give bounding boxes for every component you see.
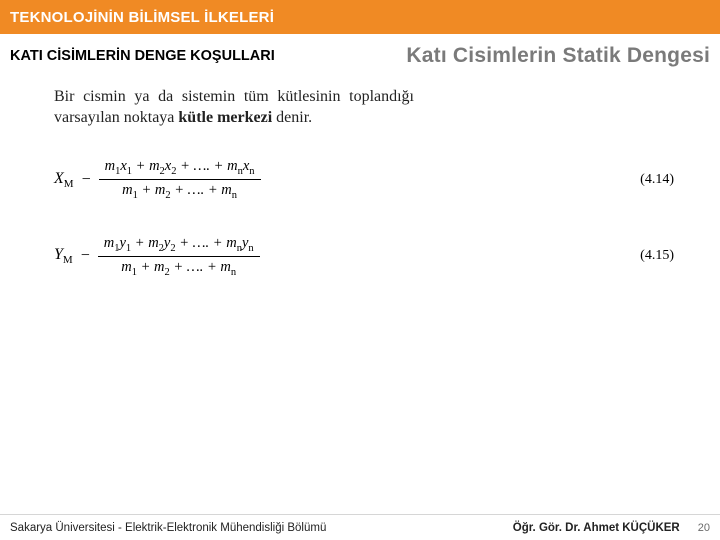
equation-ym-lhs: YM (54, 246, 79, 266)
equation-xm: XM − m1x1 + m2x2 + …. + mnxn m1 + m2 + …… (54, 156, 674, 203)
subheader-right: Katı Cisimlerin Statik Dengesi (406, 44, 710, 68)
header-bar: TEKNOLOJİNİN BİLİMSEL İLKELERİ (0, 0, 720, 34)
definition-post: denir. (272, 109, 312, 126)
footer-left: Sakarya Üniversitesi - Elektrik-Elektron… (10, 522, 326, 534)
equation-xm-fraction: m1x1 + m2x2 + …. + mnxn m1 + m2 + …. + m… (99, 156, 261, 203)
minus-sign: − (79, 247, 98, 265)
header-title: TEKNOLOJİNİN BİLİMSEL İLKELERİ (10, 9, 274, 26)
footer-page-number: 20 (698, 522, 710, 534)
equation-xm-number: (4.14) (640, 172, 674, 188)
equation-xm-sub: M (64, 178, 74, 190)
definition-keyword: kütle merkezi (178, 109, 272, 126)
equation-ym-number: (4.15) (640, 248, 674, 264)
definition-text: Bir cismin ya da sistemin tüm kütlesinin… (54, 86, 414, 128)
subheader-row: KATI CİSİMLERİN DENGE KOŞULLARI Katı Cis… (0, 40, 720, 72)
body-area: Bir cismin ya da sistemin tüm kütlesinin… (0, 86, 720, 280)
footer-right: Öğr. Gör. Dr. Ahmet KÜÇÜKER (513, 522, 680, 534)
slide: TEKNOLOJİNİN BİLİMSEL İLKELERİ KATI CİSİ… (0, 0, 720, 540)
equation-ym: YM − m1y1 + m2y2 + …. + mnyn m1 + m2 + …… (54, 233, 674, 280)
equation-xm-num: m1x1 + m2x2 + …. + mnxn (99, 156, 261, 179)
subheader-left: KATI CİSİMLERİN DENGE KOŞULLARI (10, 48, 275, 64)
equation-ym-num: m1y1 + m2y2 + …. + mnyn (98, 233, 260, 256)
equation-xm-den: m1 + m2 + …. + mn (116, 180, 243, 203)
minus-sign: − (80, 171, 99, 189)
footer-bar: Sakarya Üniversitesi - Elektrik-Elektron… (0, 514, 720, 540)
equation-ym-fraction: m1y1 + m2y2 + …. + mnyn m1 + m2 + …. + m… (98, 233, 260, 280)
equation-ym-sub: M (63, 254, 73, 266)
equation-xm-lhs: XM (54, 170, 80, 190)
equation-ym-var: Y (54, 246, 63, 263)
equation-xm-var: X (54, 170, 64, 187)
equation-ym-den: m1 + m2 + …. + mn (115, 257, 242, 280)
